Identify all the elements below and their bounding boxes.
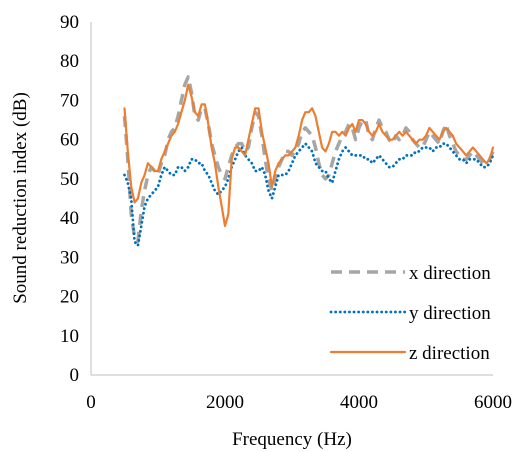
y-tick-label: 70: [60, 90, 79, 111]
series-line-y-direction: [123, 142, 495, 247]
series-line-z-direction: [123, 83, 495, 228]
series-layer: [122, 75, 495, 247]
y-tick-label: 40: [60, 208, 79, 229]
legend: x direction y direction z direction: [329, 263, 491, 364]
y-tick-label: 60: [60, 130, 79, 151]
legend-label-x-direction: x direction: [409, 263, 491, 284]
x-tick-labels: 0 2000 4000 6000: [86, 392, 512, 413]
y-tick-label: 20: [60, 287, 79, 308]
y-tick-label: 80: [60, 51, 79, 72]
legend-label-z-direction: z direction: [409, 343, 490, 364]
y-tick-labels: 0 10 20 30 40 50 60 70 80 90: [60, 12, 79, 386]
y-axis-title: Sound reduction index (dB): [10, 92, 31, 304]
legend-label-y-direction: y direction: [409, 303, 491, 324]
series-line-x-direction: [122, 75, 495, 244]
y-tick-label: 0: [70, 365, 80, 386]
x-tick-label: 6000: [474, 392, 512, 413]
x-tick-label: 4000: [340, 392, 378, 413]
y-tick-label: 30: [60, 247, 79, 268]
y-tick-label: 90: [60, 12, 79, 33]
y-tick-label: 10: [60, 326, 79, 347]
y-tick-label: 50: [60, 169, 79, 190]
x-axis-title: Frequency (Hz): [232, 429, 352, 450]
x-tick-label: 0: [86, 392, 96, 413]
x-tick-label: 2000: [206, 392, 244, 413]
plot-area: [90, 22, 493, 376]
